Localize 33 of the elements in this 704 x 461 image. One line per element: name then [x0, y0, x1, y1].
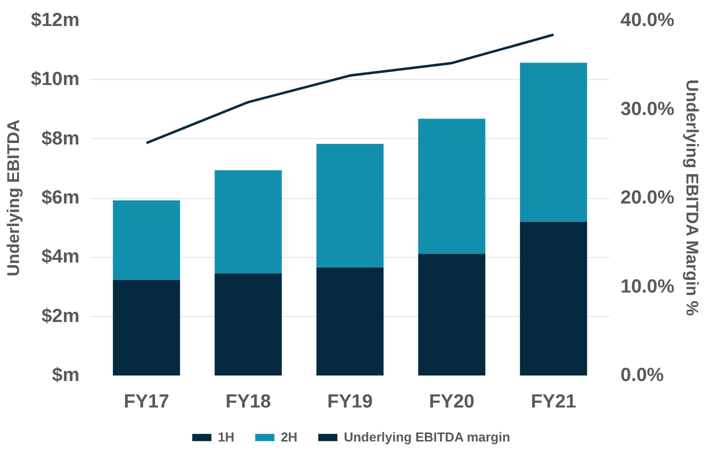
y2-tick-label: 30.0%: [620, 98, 674, 120]
legend-label: 1H: [218, 430, 236, 444]
legend-label: 2H: [280, 430, 298, 444]
x-tick-label: FY20: [429, 392, 474, 412]
bar: [112, 200, 180, 280]
bar: [112, 280, 180, 376]
x-tick-label: FY18: [226, 392, 271, 412]
y-tick-label: $4m: [41, 246, 80, 268]
x-tick-label: FY17: [124, 392, 170, 412]
bar: [520, 222, 588, 376]
x-tick-label: FY21: [530, 392, 577, 412]
x-tick-label: FY19: [327, 392, 373, 412]
y2-tick-label: 40.0%: [620, 10, 674, 31]
y2-tick-label: 10.0%: [620, 276, 674, 298]
y-tick-label: $6m: [41, 188, 80, 208]
y-tick-label: $10m: [30, 69, 80, 90]
y2-tick-label: 20.0%: [620, 188, 674, 208]
y-tick-label: $8m: [41, 128, 80, 150]
y-axis-title: Underlying EBITDA: [4, 120, 23, 276]
bar: [214, 273, 282, 376]
y-tick-label: $12m: [30, 10, 80, 31]
bar: [418, 254, 486, 376]
y-tick-label: $2m: [41, 306, 80, 327]
bar: [214, 170, 282, 274]
y2-tick-label: 0.0%: [620, 365, 664, 386]
bar: [520, 62, 588, 222]
bar: [316, 267, 384, 376]
y2-axis-title: Underlying EBITDA Margin %: [682, 79, 702, 316]
y-tick-label: $m: [52, 365, 80, 386]
line-series: [145, 33, 555, 144]
bar: [418, 118, 486, 254]
bar: [316, 144, 384, 268]
legend-label: Underlying EBITDA margin: [344, 430, 510, 444]
